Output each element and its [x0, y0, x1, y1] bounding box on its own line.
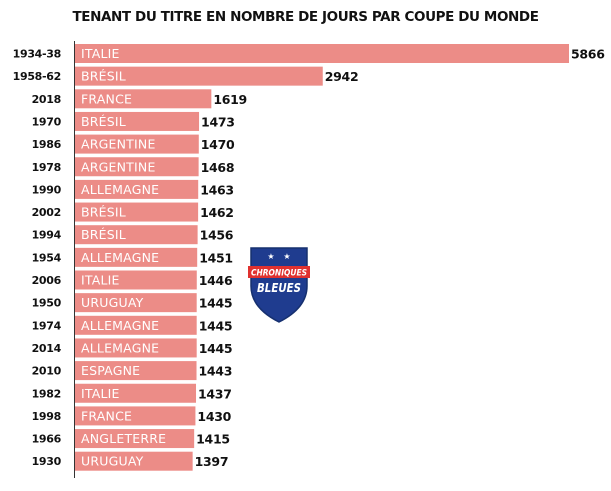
bar: [75, 383, 197, 403]
year-label: 1958-62: [13, 70, 61, 83]
bar-value-label: 1463: [200, 182, 234, 197]
bar-category-label: ARGENTINE: [81, 159, 156, 174]
bar-category-label: BRÉSIL: [81, 114, 126, 129]
bar-category-label: BRÉSIL: [81, 69, 126, 84]
bar: [75, 315, 197, 335]
bar: [75, 338, 197, 358]
year-label: 1974: [32, 319, 62, 332]
bar-category-label: FRANCE: [81, 408, 132, 423]
bar-value-label: 1437: [198, 386, 232, 401]
bar-value-label: 1468: [201, 160, 235, 175]
year-label: 1970: [32, 115, 62, 128]
bar-category-label: FRANCE: [81, 91, 132, 106]
year-label: 1950: [32, 297, 62, 310]
bar-value-label: 1445: [199, 341, 233, 356]
bar-category-label: ANGLETERRE: [81, 431, 166, 446]
logo-banner: [248, 266, 310, 278]
year-label: 1990: [32, 183, 62, 196]
bar: [75, 202, 199, 222]
bar-value-label: 1446: [199, 273, 233, 288]
year-label: 2010: [32, 365, 62, 378]
logo-line1: CHRONIQUES: [251, 269, 307, 279]
bar-value-label: 1415: [196, 432, 230, 447]
year-label: 1954: [32, 251, 62, 264]
bar-category-label: ARGENTINE: [81, 137, 156, 152]
bar-category-label: ITALIE: [81, 273, 120, 288]
bar-value-label: 1397: [195, 454, 229, 469]
bar-category-label: BRÉSIL: [81, 205, 126, 220]
year-label: 1978: [32, 161, 61, 174]
bar: [75, 361, 197, 381]
year-label: 2018: [32, 93, 61, 106]
year-label: 2014: [32, 342, 62, 355]
year-label: 2002: [32, 206, 61, 219]
year-label: 1930: [32, 455, 62, 468]
bar: [75, 247, 198, 267]
bar-category-label: URUGUAY: [81, 454, 144, 469]
year-label: 1982: [32, 387, 61, 400]
bar-value-label: 1443: [199, 364, 233, 379]
chart-title: TENANT DU TITRE EN NOMBRE DE JOURS PAR C…: [72, 9, 539, 25]
year-label: 1934-38: [13, 48, 61, 61]
bar-category-label: ESPAGNE: [81, 363, 140, 378]
year-label: 1966: [32, 433, 62, 446]
bar-value-label: 1619: [213, 92, 247, 107]
bar: [75, 44, 569, 63]
year-label: 1986: [32, 138, 62, 151]
bar: [75, 406, 196, 426]
bar: [75, 293, 197, 313]
bar-value-label: 1470: [201, 137, 235, 152]
star-icon: ★: [283, 252, 290, 261]
bar: [75, 157, 199, 177]
bar-category-label: URUGUAY: [81, 295, 144, 310]
bar-category-label: ITALIE: [81, 386, 120, 401]
bar-category-label: ALLEMAGNE: [81, 250, 159, 265]
bar-category-label: ITALIE: [81, 46, 120, 61]
bar: [75, 134, 199, 154]
bar-value-label: 2942: [325, 69, 359, 84]
bar-value-label: 1451: [199, 250, 233, 265]
bar-category-label: BRÉSIL: [81, 227, 126, 242]
bar: [75, 179, 199, 199]
bar: [75, 270, 197, 290]
bar: [75, 451, 193, 471]
star-icon: ★: [267, 252, 274, 261]
chroniques-bleues-logo: ★ ★ CHRONIQUES BLEUES: [247, 246, 311, 324]
bar-value-label: 1445: [199, 296, 233, 311]
bar: [75, 89, 212, 109]
bar-category-label: ALLEMAGNE: [81, 340, 159, 355]
logo-line2: BLEUES: [257, 281, 301, 295]
bar-value-label: 1473: [201, 114, 235, 129]
bar-value-label: 1462: [200, 205, 234, 220]
bar-value-label: 1445: [199, 318, 233, 333]
bar-value-label: 1430: [197, 409, 231, 424]
year-label: 2006: [32, 274, 62, 287]
year-label: 1994: [32, 229, 62, 242]
bar: [75, 429, 195, 449]
bar-value-label: 5866: [571, 47, 605, 62]
bar-value-label: 1456: [200, 228, 234, 243]
bar: [75, 66, 323, 86]
year-label: 1998: [32, 410, 61, 423]
bar-category-label: ALLEMAGNE: [81, 318, 159, 333]
bar: [75, 111, 200, 131]
bar-category-label: ALLEMAGNE: [81, 182, 159, 197]
bar: [75, 225, 198, 245]
